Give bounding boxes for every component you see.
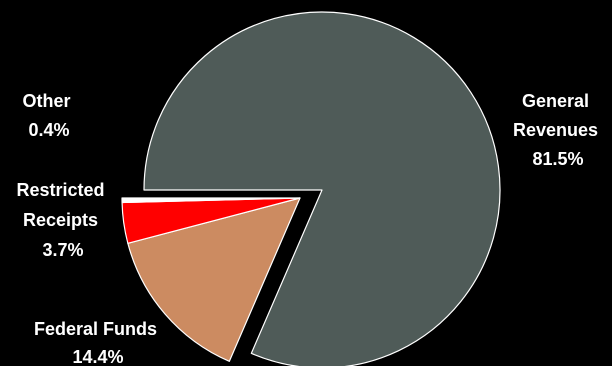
slice-general-revenues (143, 11, 501, 366)
label-general-revenues-value: 81.5% (532, 149, 583, 169)
label-restricted-receipts-line1: Restricted (16, 180, 104, 200)
label-other-line1: Other (22, 91, 70, 111)
label-general-revenues-line1: General (522, 91, 589, 111)
label-general-revenues-line2: Revenues (513, 120, 598, 140)
label-restricted-receipts: Restricted Receipts 3.7% (16, 180, 109, 260)
label-other-value: 0.4% (28, 120, 69, 140)
label-other: Other 0.4% (22, 91, 75, 140)
slice-other (121, 197, 301, 204)
label-federal-funds-line1: Federal Funds (34, 319, 157, 339)
slice-federal-funds (127, 197, 301, 362)
pie-slices (121, 11, 501, 366)
label-federal-funds-value: 14.4% (72, 347, 123, 366)
label-general-revenues: General Revenues 81.5% (513, 91, 603, 169)
label-restricted-receipts-value: 3.7% (42, 240, 83, 260)
label-federal-funds: Federal Funds 14.4% (34, 319, 162, 366)
label-restricted-receipts-line2: Receipts (23, 210, 98, 230)
